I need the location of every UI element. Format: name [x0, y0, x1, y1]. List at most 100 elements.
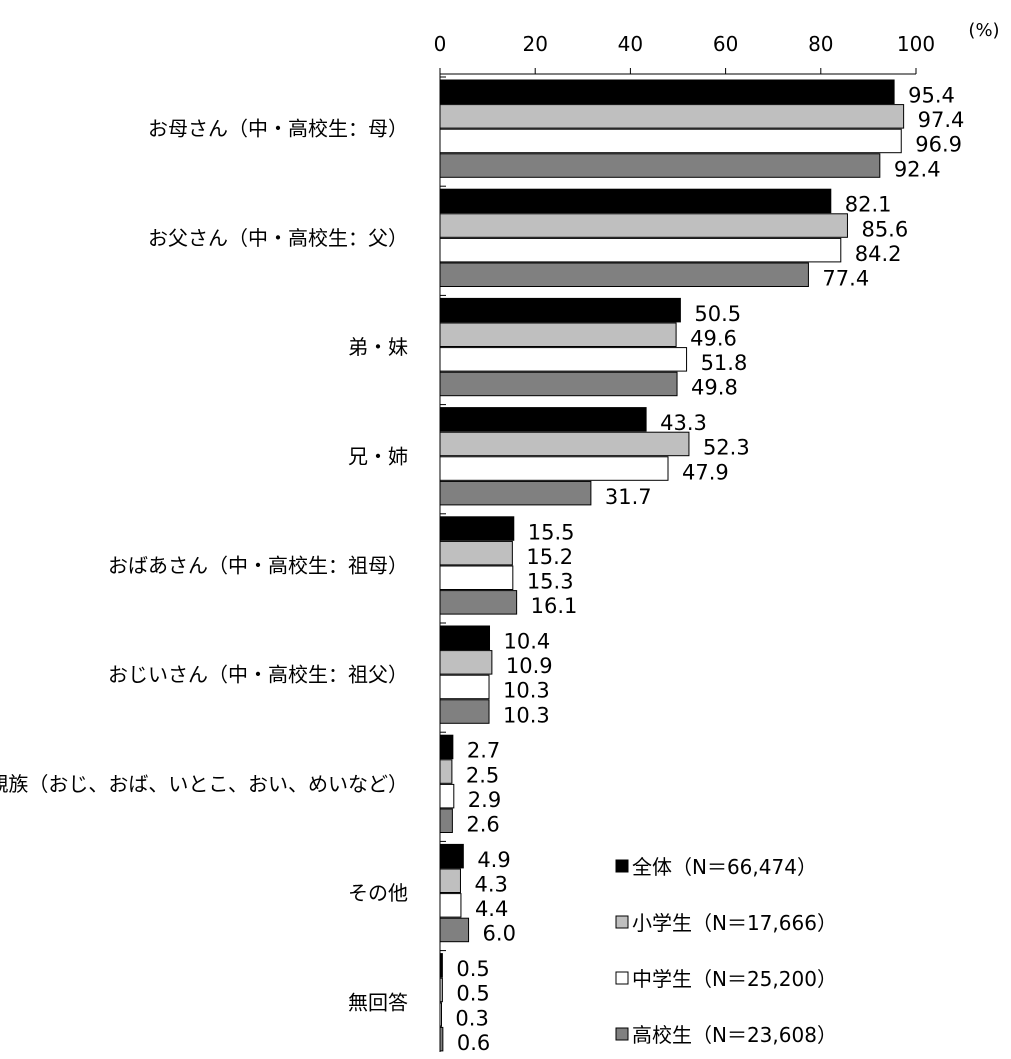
data-label: 82.1 [845, 193, 892, 217]
unit-label: (%) [968, 20, 999, 41]
data-label: 50.5 [694, 302, 741, 326]
data-label: 16.1 [531, 594, 578, 618]
data-label: 10.4 [504, 630, 551, 654]
bar [439, 262, 809, 287]
data-label: 10.3 [503, 703, 550, 727]
x-tick-label: 80 [808, 32, 833, 56]
data-label: 4.3 [474, 873, 507, 897]
data-label: 95.4 [908, 84, 955, 108]
x-tick-label: 0 [434, 32, 447, 56]
bar [439, 297, 681, 323]
data-label: 10.3 [503, 679, 550, 703]
bar [439, 213, 848, 238]
x-tick-label: 100 [897, 32, 935, 56]
bar-layer [439, 79, 905, 1052]
bar [439, 650, 493, 675]
data-label: 0.5 [456, 982, 489, 1006]
bar [439, 347, 688, 372]
bar [439, 153, 881, 178]
category-label: おばあさん（中・高校生：祖母） [108, 553, 408, 577]
data-label: 2.7 [467, 739, 500, 763]
bar [439, 917, 470, 943]
category-label: 親族（おじ、おば、いとこ、おい、めいなど） [0, 772, 408, 796]
legend: 全体（N＝66,474） 小学生（N＝17,666） 中学生（N＝25,200） 高校… [615, 855, 837, 1047]
bar [439, 237, 842, 263]
label-layer: お母さん（中・高校生：母） お父さん（中・高校生：父） 弟・妹兄・姉おばあさん（中・… [0, 84, 964, 1055]
bar [439, 407, 647, 432]
bar [439, 565, 514, 590]
data-label: 47.9 [682, 460, 729, 484]
data-label: 85.6 [861, 217, 908, 241]
bar [439, 540, 513, 566]
bar [439, 456, 669, 481]
bar [439, 734, 454, 760]
bar [439, 674, 490, 700]
data-label: 31.7 [605, 485, 652, 509]
bar [439, 79, 895, 104]
bar [439, 868, 461, 893]
bar [439, 808, 453, 833]
data-label: 2.9 [468, 788, 501, 812]
legend-swatch [615, 859, 629, 873]
data-label: 96.9 [915, 133, 962, 157]
category-label: 無回答 [348, 990, 408, 1014]
category-label: おじいさん（中・高校生：祖父） [108, 663, 408, 687]
category-label: お父さん（中・高校生：父） [148, 226, 408, 250]
legend-swatch [615, 971, 629, 985]
data-label: 51.8 [701, 351, 748, 375]
data-label: 49.8 [691, 376, 738, 400]
category-label: 弟・妹 [348, 335, 408, 359]
bar [439, 1026, 444, 1052]
bar [439, 783, 455, 809]
data-label: 0.5 [456, 957, 489, 981]
bar [439, 431, 690, 457]
data-label: 15.3 [527, 570, 574, 594]
data-label: 10.9 [506, 654, 553, 678]
legend-label: 全体（N＝66,474） [632, 855, 817, 879]
bar [439, 893, 462, 918]
data-label: 4.4 [475, 897, 508, 921]
data-label: 4.9 [477, 848, 510, 872]
bar [439, 516, 515, 541]
bar [439, 128, 902, 154]
bar [439, 322, 677, 347]
bar [439, 953, 443, 978]
category-label: その他 [348, 881, 408, 905]
legend-swatch [615, 1027, 629, 1041]
data-label: 52.3 [703, 436, 750, 460]
data-label: 0.6 [457, 1031, 490, 1055]
data-label: 15.2 [526, 545, 573, 569]
x-tick-label: 60 [713, 32, 738, 56]
bar [439, 590, 518, 615]
data-label: 2.6 [466, 813, 499, 837]
category-label: 兄・姉 [348, 444, 408, 468]
bar [439, 699, 490, 724]
bar [439, 371, 678, 397]
data-label: 6.0 [483, 922, 516, 946]
x-tick-label: 40 [618, 32, 643, 56]
category-label: お母さん（中・高校生：母） [148, 117, 408, 141]
bar [439, 188, 832, 214]
legend-label: 小学生（N＝17,666） [632, 911, 837, 935]
bar [439, 1002, 442, 1027]
data-label: 84.2 [855, 242, 902, 266]
data-label: 92.4 [894, 157, 941, 181]
data-label: 2.5 [466, 763, 499, 787]
legend-label: 中学生（N＝25,200） [632, 967, 837, 991]
bar [439, 480, 592, 506]
bar [439, 977, 443, 1003]
legend-swatch [615, 915, 629, 929]
bar [439, 104, 905, 129]
data-label: 43.3 [660, 411, 707, 435]
data-label: 15.5 [528, 520, 575, 544]
x-tick-label: 20 [522, 32, 547, 56]
data-label: 97.4 [918, 108, 965, 132]
bar [439, 625, 491, 650]
bar [439, 759, 453, 784]
data-label: 77.4 [822, 267, 869, 291]
data-label: 0.3 [455, 1006, 488, 1030]
legend-label: 高校生（N＝23,608） [632, 1023, 837, 1047]
data-label: 49.6 [690, 327, 737, 351]
bar [439, 843, 464, 869]
